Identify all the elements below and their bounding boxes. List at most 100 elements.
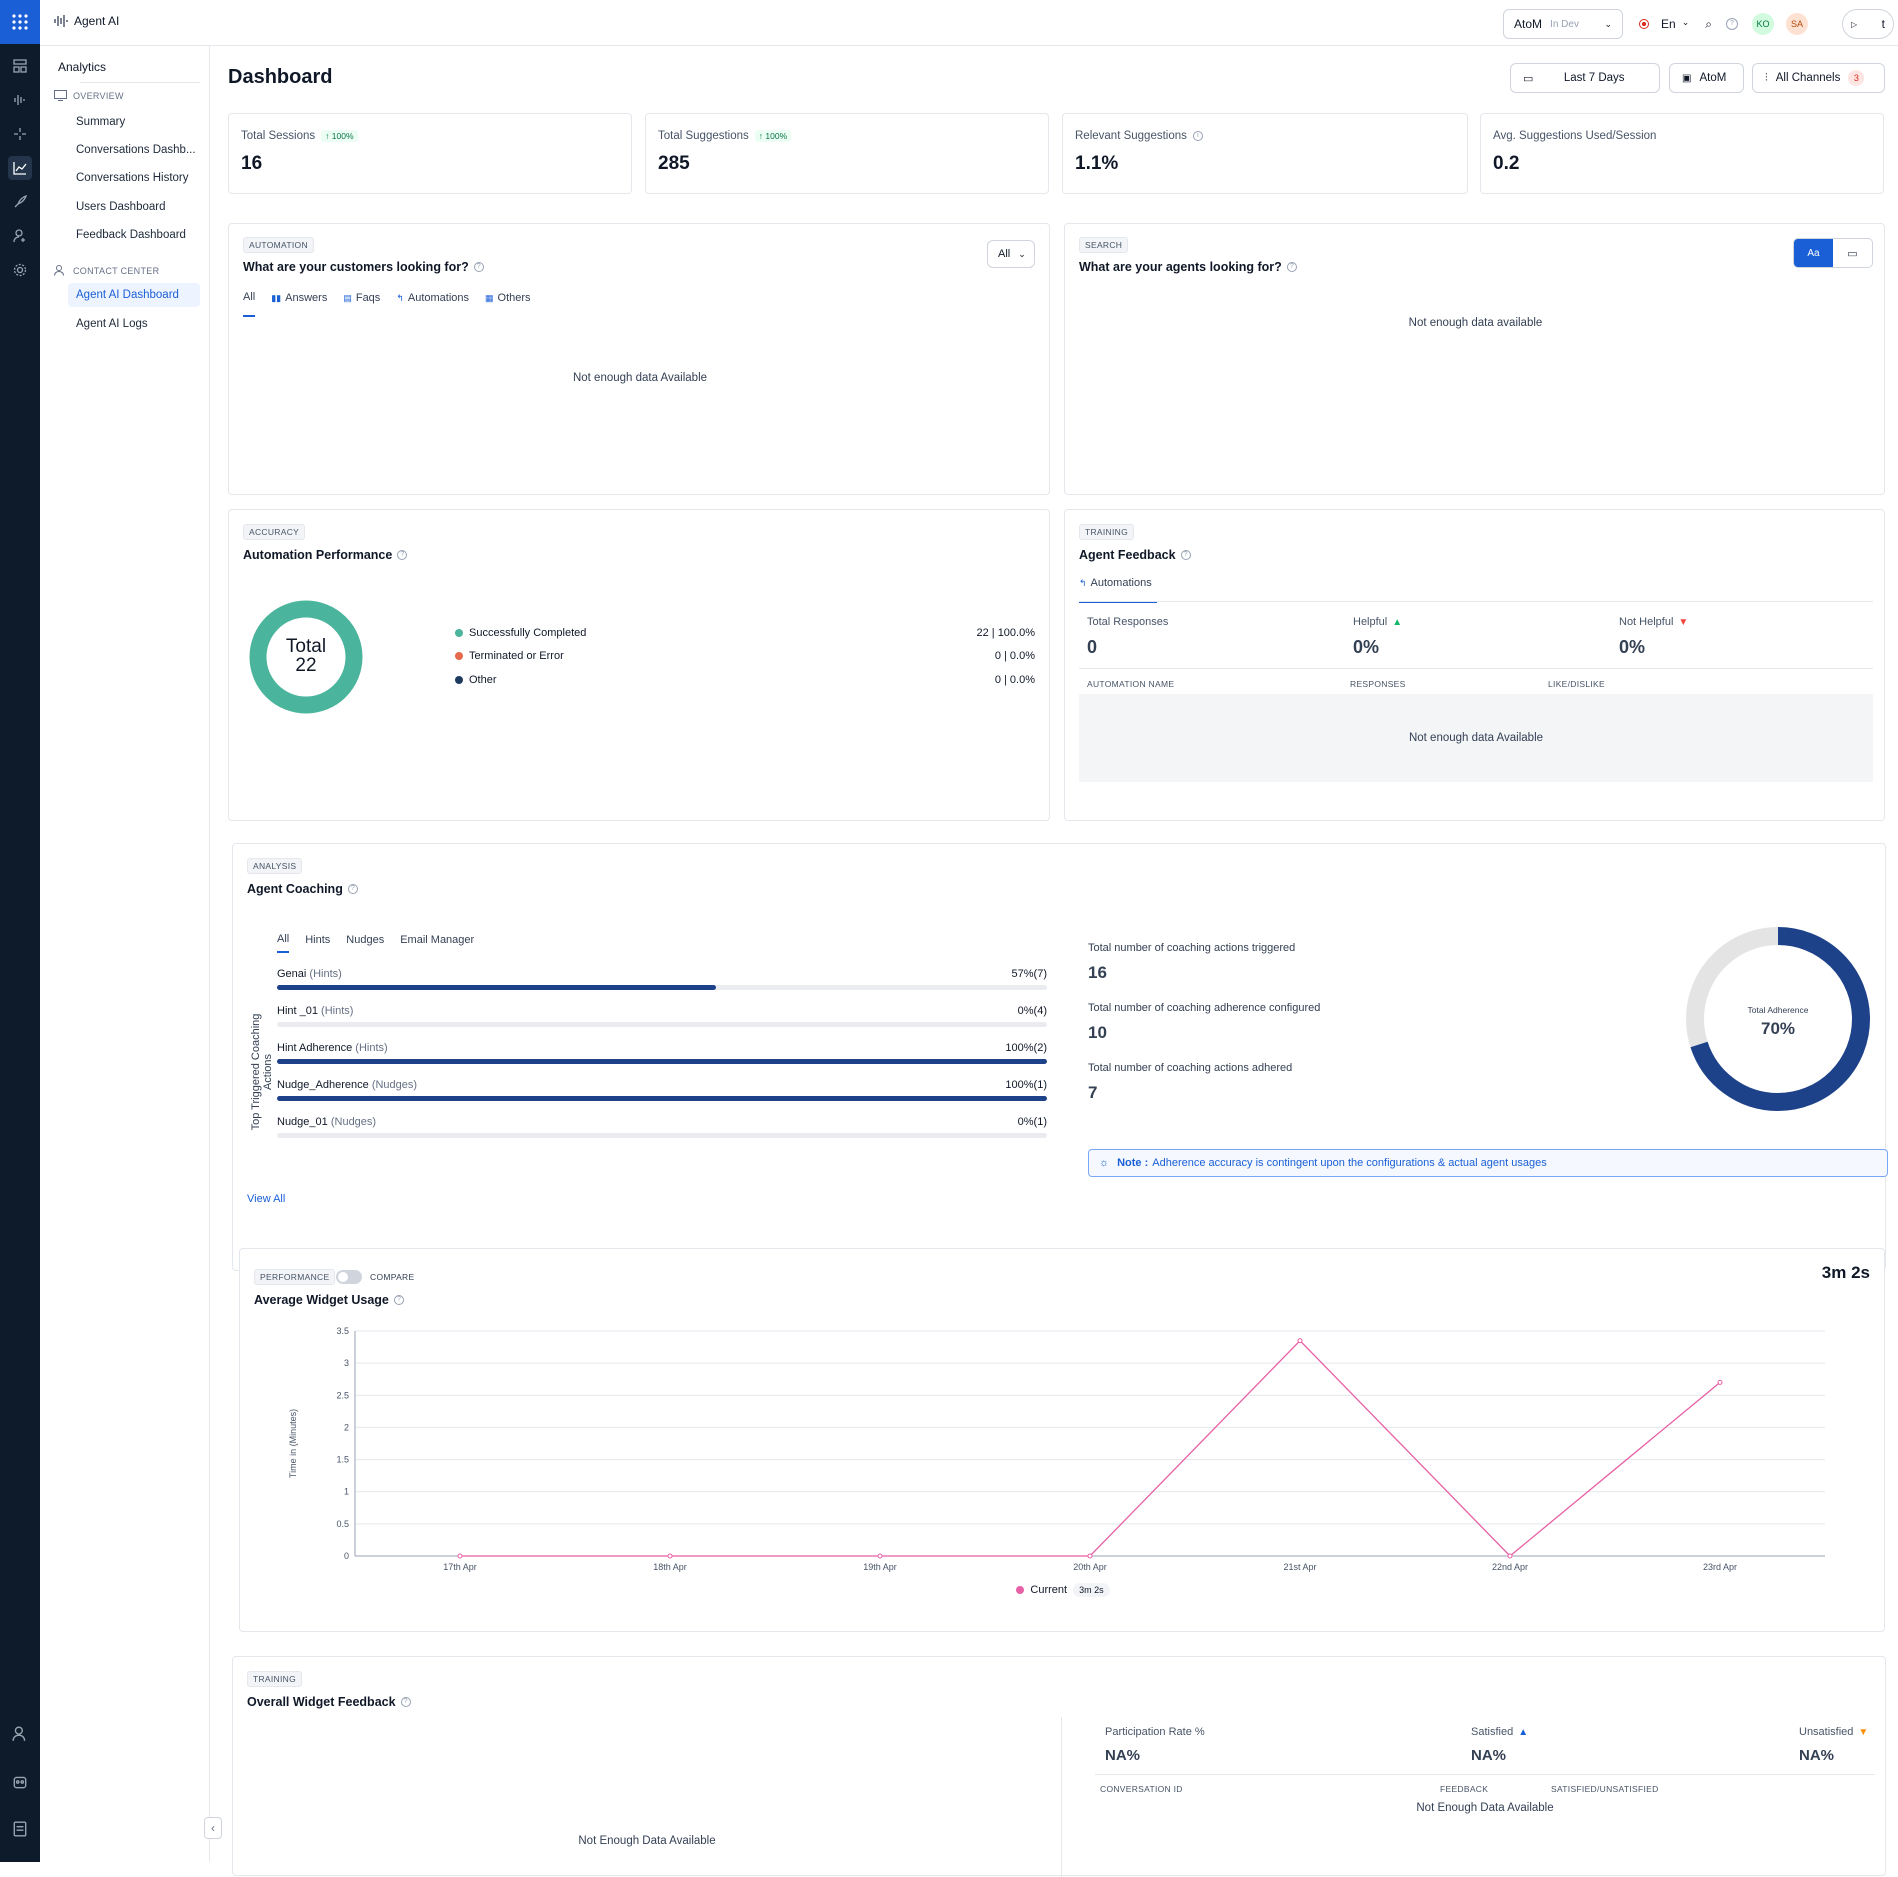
text-view-button[interactable]: Aa xyxy=(1794,239,1833,267)
agent-feedback-card: TRAINING Agent Feedback? ↰ Automations To… xyxy=(1064,509,1885,821)
apps-grid-icon[interactable] xyxy=(0,0,40,44)
help-icon[interactable]: ? xyxy=(1180,550,1191,560)
docs-icon[interactable] xyxy=(8,1817,32,1841)
coaching-bar-track xyxy=(277,1096,1047,1101)
data-point xyxy=(1507,1553,1513,1559)
avatar-ko[interactable]: KO xyxy=(1752,13,1774,35)
compare-toggle[interactable] xyxy=(336,1270,362,1284)
sidebar-item-agent-ai-dashboard[interactable]: Agent AI Dashboard xyxy=(68,283,200,307)
agent-coaching-card: ANALYSIS Agent Coaching? All Hints Nudge… xyxy=(232,843,1888,1271)
tab-all[interactable]: All xyxy=(243,291,256,317)
card-tag: TRAINING xyxy=(247,1671,303,1687)
analytics-sidebar: Analytics OVERVIEW Summary Conversations… xyxy=(40,46,210,1862)
help-icon[interactable]: ? xyxy=(393,1295,404,1305)
tab-nudges[interactable]: Nudges xyxy=(346,934,385,946)
help-icon[interactable]: ? xyxy=(347,884,358,894)
kpi-value: 0.2 xyxy=(1493,153,1520,174)
answers-icon: ▮▮ xyxy=(271,292,282,303)
settings-gear-icon[interactable] xyxy=(8,258,32,282)
widget-usage-chart: 0 0.5 1 1.5 2 2.5 3 3.5 17th Apr 18th Apr 19th Apr… xyxy=(288,1326,1825,1572)
tab-answers[interactable]: ▮▮ Answers xyxy=(271,291,327,317)
kpi-trend-badge: ↑ 100% xyxy=(321,130,358,142)
kpi-trend-badge: ↑ 100% xyxy=(754,130,792,142)
helpful-value: 0% xyxy=(1353,637,1380,657)
tab-label: Answers xyxy=(285,292,328,304)
avatar-sa[interactable]: SA xyxy=(1786,13,1808,35)
info-icon[interactable]: i xyxy=(1192,131,1203,141)
tab-label: All xyxy=(243,291,256,303)
sidebar-item-feedback-dashboard[interactable]: Feedback Dashboard xyxy=(76,229,186,241)
language-selector[interactable]: En ⌄ xyxy=(1661,17,1689,31)
data-point xyxy=(877,1553,883,1559)
app-brand: Agent AI xyxy=(54,14,119,28)
coaching-bar-name: Nudge_01 xyxy=(277,1116,328,1128)
tab-others[interactable]: ▦ Others xyxy=(485,291,531,317)
user-add-icon[interactable] xyxy=(8,224,32,248)
help-icon[interactable]: ? xyxy=(1726,18,1738,30)
kpi-relevant-suggestions: Relevant Suggestions i 1.1% xyxy=(1062,113,1468,194)
widget-usage-card: PERFORMANCE COMPARE Average Widget Usage… xyxy=(239,1248,1885,1632)
automations-icon: ↰ xyxy=(1079,577,1087,588)
card-title: Average Widget Usage xyxy=(254,1293,389,1307)
column-header-responses: RESPONSES xyxy=(1350,679,1406,689)
tab-email-manager[interactable]: Email Manager xyxy=(400,934,475,946)
help-icon[interactable]: ? xyxy=(1286,262,1297,272)
help-icon[interactable]: ? xyxy=(397,550,408,560)
coaching-bar-row: Hint Adherence (Hints) 100%(2) xyxy=(277,1042,1047,1064)
magic-icon[interactable] xyxy=(8,122,32,146)
support-icon[interactable] xyxy=(8,1722,32,1746)
top-bar: Agent AI AtoM In Dev ⌄ En ⌄ ⌕ ? KO SA ▷ t xyxy=(40,0,1898,46)
kpi-label: Avg. Suggestions Used/Session xyxy=(1493,130,1657,142)
tab-hints[interactable]: Hints xyxy=(305,934,331,946)
bot-icon[interactable] xyxy=(8,1770,32,1794)
tab-automations[interactable]: ↰ Automations xyxy=(396,291,469,317)
voice-icon[interactable] xyxy=(8,88,32,112)
channels-filter-button[interactable]: ⫶ All Channels 3 xyxy=(1752,63,1885,93)
tab-faqs[interactable]: ▤ Faqs xyxy=(343,291,380,317)
view-toggle: Aa ▭ xyxy=(1793,238,1873,268)
sidebar-item-agent-ai-logs[interactable]: Agent AI Logs xyxy=(76,318,148,330)
analytics-icon[interactable] xyxy=(8,156,32,180)
widget-usage-total: 3m 2s xyxy=(1821,1263,1870,1282)
column-header-automation-name: AUTOMATION NAME xyxy=(1087,679,1175,689)
agents-icon xyxy=(54,265,64,276)
collapse-sidebar-button[interactable]: ‹ xyxy=(204,1817,222,1839)
stat-triggered-value: 16 xyxy=(1088,963,1107,982)
coaching-bar-fill xyxy=(277,1096,1047,1101)
calendar-view-icon[interactable]: ▭ xyxy=(1847,247,1858,260)
deploy-icon[interactable] xyxy=(8,190,32,214)
kpi-value: 1.1% xyxy=(1075,153,1119,174)
coaching-bar-type: (Hints) xyxy=(355,1042,388,1054)
x-tick-label: 19th Apr xyxy=(863,1562,897,1572)
coaching-bar-value: 0%(1) xyxy=(1017,1116,1047,1128)
date-range-button[interactable]: ▭ Last 7 Days xyxy=(1510,63,1660,93)
view-all-link[interactable]: View All xyxy=(247,1193,286,1205)
adherence-arc xyxy=(1686,927,1870,1111)
legend-row-other: Other 0 | 0.0% xyxy=(455,674,1035,686)
bot-selector[interactable]: AtoM In Dev ⌄ xyxy=(1503,9,1624,39)
help-icon[interactable]: ? xyxy=(473,262,484,272)
legend-dot xyxy=(455,676,463,684)
bot-name: AtoM xyxy=(1514,17,1543,31)
coaching-bar-type: (Nudges) xyxy=(371,1079,418,1091)
customers-filter-select[interactable]: All ⌄ xyxy=(987,240,1035,268)
help-icon[interactable]: ? xyxy=(400,1697,411,1707)
record-icon[interactable] xyxy=(1639,19,1650,29)
tab-automations[interactable]: ↰ Automations xyxy=(1079,577,1157,603)
sidebar-item-conversations-dashboard[interactable]: Conversations Dashb... xyxy=(76,144,196,156)
adherence-label: Total Adherence xyxy=(1747,1005,1809,1015)
card-tag: SEARCH xyxy=(1079,237,1129,253)
automation-donut xyxy=(249,600,363,714)
sidebar-item-users-dashboard[interactable]: Users Dashboard xyxy=(76,201,166,213)
bot-filter-button[interactable]: ▣ AtoM xyxy=(1669,63,1744,93)
sidebar-item-conversations-history[interactable]: Conversations History xyxy=(76,172,189,184)
coaching-bar-row: Nudge_Adherence (Nudges) 100%(1) xyxy=(277,1079,1047,1101)
coaching-bar-track xyxy=(277,1059,1047,1064)
chart-legend: Current 3m 2s xyxy=(240,1583,1886,1597)
satisfied-label: Satisfied xyxy=(1471,1726,1514,1738)
search-icon[interactable]: ⌕ xyxy=(1705,16,1712,31)
sidebar-item-summary[interactable]: Summary xyxy=(76,116,126,128)
tab-all[interactable]: All xyxy=(277,933,290,953)
builder-icon[interactable] xyxy=(8,54,32,78)
publish-button[interactable]: ▷ t xyxy=(1842,9,1894,39)
